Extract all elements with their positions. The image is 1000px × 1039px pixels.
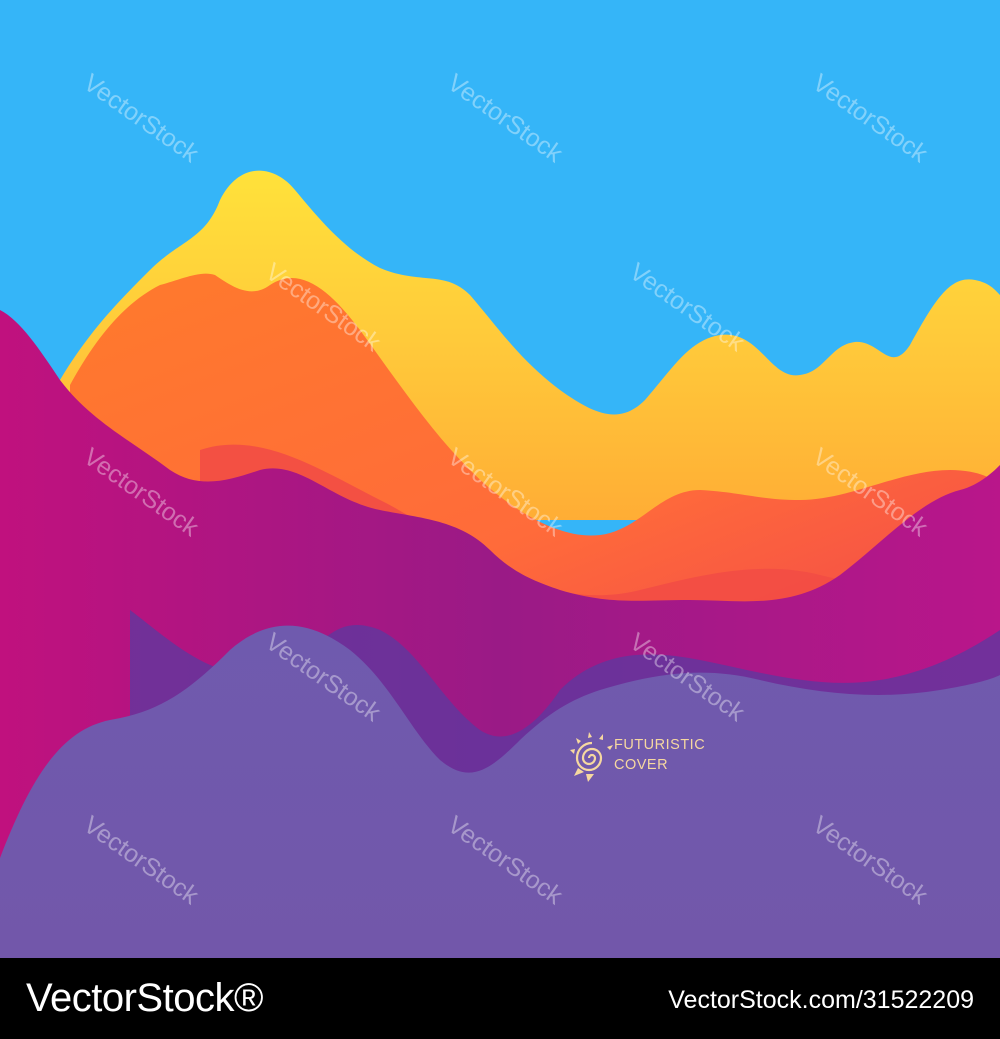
purple-foreground — [0, 625, 1000, 958]
footer-bar: VectorStock® VectorStock.com/31522209 — [0, 958, 1000, 1039]
cover-title: FUTURISTIC COVER — [614, 735, 705, 775]
nautilus-shell-icon — [570, 732, 613, 782]
cover-title-line-2: COVER — [614, 757, 669, 773]
wave-landscape-illustration — [0, 0, 1000, 958]
footer-image-id: VectorStock.com/31522209 — [668, 986, 974, 1014]
cover-title-line-1: FUTURISTIC — [614, 737, 706, 753]
footer-brand: VectorStock® — [26, 976, 263, 1020]
